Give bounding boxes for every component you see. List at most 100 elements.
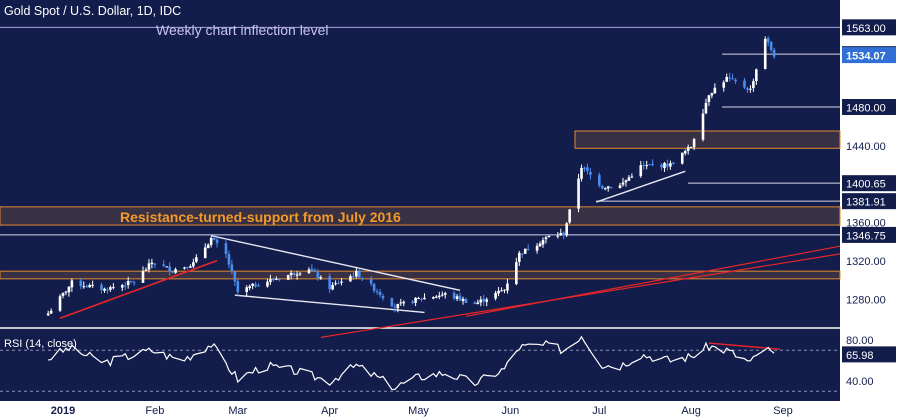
candle-body bbox=[743, 80, 746, 88]
time-axis-panel bbox=[0, 401, 840, 419]
red-trendline bbox=[59, 259, 218, 319]
candle-body bbox=[378, 291, 382, 296]
candle-body bbox=[58, 296, 62, 311]
candle-body bbox=[61, 292, 65, 296]
time-axis-labels: 2019 Feb Mar Apr May Jun Jul Aug Sep bbox=[51, 405, 793, 417]
candle-body bbox=[660, 164, 663, 168]
candle-body bbox=[209, 238, 213, 245]
price-axis-labels: 1563.001535.031534.071480.001440.001400.… bbox=[842, 19, 896, 388]
candle-body bbox=[627, 177, 631, 181]
candle-body bbox=[689, 147, 693, 149]
rsi-last-tag bbox=[842, 346, 896, 363]
candle-body bbox=[423, 297, 426, 300]
price-axis-label: 1480.00 bbox=[846, 103, 886, 115]
candle-body bbox=[437, 295, 441, 297]
candle-body bbox=[565, 223, 569, 236]
candle-body bbox=[171, 271, 174, 273]
candle-body bbox=[144, 269, 148, 271]
candle-body bbox=[420, 298, 423, 300]
candle-body bbox=[752, 81, 755, 89]
candle-body bbox=[476, 302, 480, 305]
candle-body bbox=[132, 282, 136, 284]
candle-body bbox=[556, 235, 560, 237]
candle-body bbox=[642, 164, 646, 166]
candle-body bbox=[328, 276, 331, 290]
price-level-tag bbox=[842, 19, 896, 36]
candle-body bbox=[360, 278, 364, 280]
candle-body bbox=[49, 310, 53, 314]
candle-body bbox=[559, 232, 563, 235]
time-axis-label: Mar bbox=[228, 405, 247, 417]
candle-body bbox=[245, 287, 249, 293]
candle-body bbox=[686, 147, 690, 151]
candle-body bbox=[707, 95, 711, 102]
trendlines bbox=[59, 170, 841, 350]
candle-body bbox=[85, 286, 89, 288]
candle-body bbox=[600, 185, 604, 189]
candle-body bbox=[452, 292, 456, 299]
candle-body bbox=[396, 303, 400, 309]
candle-body bbox=[683, 150, 687, 154]
candle-body bbox=[109, 287, 112, 290]
rsi-last-label: 65.98 bbox=[846, 350, 874, 362]
candle-body bbox=[473, 302, 477, 305]
price-axis-label: 1400.65 bbox=[846, 179, 886, 191]
candle-body bbox=[417, 298, 420, 300]
candle-body bbox=[713, 87, 717, 94]
time-axis-label: 2019 bbox=[51, 405, 75, 417]
candle-body bbox=[432, 297, 435, 299]
candle-body bbox=[455, 296, 459, 300]
candle-body bbox=[500, 290, 503, 292]
rsi-line bbox=[48, 335, 775, 391]
candle-body bbox=[494, 292, 497, 299]
chart-title: Gold Spot / U.S. Dollar, 1D, IDC bbox=[4, 4, 181, 18]
candle-body bbox=[150, 262, 154, 265]
support-zone-annotation: Resistance-turned-support from July 2016 bbox=[120, 209, 401, 225]
price-level-tag bbox=[842, 99, 896, 115]
candle-body bbox=[479, 299, 483, 303]
candle-body bbox=[70, 280, 74, 288]
candle-body bbox=[289, 272, 293, 276]
rsi-axis-label: 80.00 bbox=[846, 335, 874, 347]
candle-body bbox=[203, 247, 207, 259]
candle-body bbox=[393, 306, 397, 308]
weekly-level-annotation: Weekly chart inflection level bbox=[156, 22, 328, 38]
candle-body bbox=[544, 237, 548, 240]
candle-body bbox=[704, 102, 708, 114]
candle-body bbox=[369, 278, 373, 284]
candle-body bbox=[669, 163, 672, 167]
candle-body bbox=[215, 239, 219, 244]
candle-body bbox=[381, 296, 385, 299]
candle-body bbox=[337, 283, 340, 285]
candle-body bbox=[503, 289, 506, 291]
candle-body bbox=[230, 264, 234, 272]
wedge-upper-line bbox=[210, 234, 461, 292]
candle-body bbox=[103, 288, 106, 291]
candle-body bbox=[624, 180, 628, 183]
price-axis-label: 1360.00 bbox=[846, 218, 886, 230]
candle-body bbox=[120, 285, 124, 288]
candle-body bbox=[233, 271, 237, 282]
rsi-axis-label: 40.00 bbox=[846, 376, 874, 388]
candle-body bbox=[692, 139, 696, 148]
candle-body bbox=[464, 299, 468, 303]
candle-body bbox=[331, 284, 334, 290]
candle-body bbox=[763, 38, 767, 69]
candle-body bbox=[766, 38, 770, 43]
price-axis-label: 1346.75 bbox=[846, 230, 886, 242]
time-axis-label: Feb bbox=[145, 405, 164, 417]
candle-body bbox=[485, 299, 489, 302]
candle-body bbox=[165, 266, 169, 268]
candle-body bbox=[606, 186, 610, 189]
candle-body bbox=[755, 69, 758, 81]
support-zone-band bbox=[574, 130, 841, 149]
candle-body bbox=[126, 281, 130, 285]
support-zone-band bbox=[0, 206, 841, 226]
candle-body bbox=[411, 301, 414, 304]
candle-body bbox=[645, 165, 649, 167]
candle-body bbox=[769, 42, 773, 50]
candle-body bbox=[212, 237, 216, 240]
candle-body bbox=[710, 93, 714, 96]
